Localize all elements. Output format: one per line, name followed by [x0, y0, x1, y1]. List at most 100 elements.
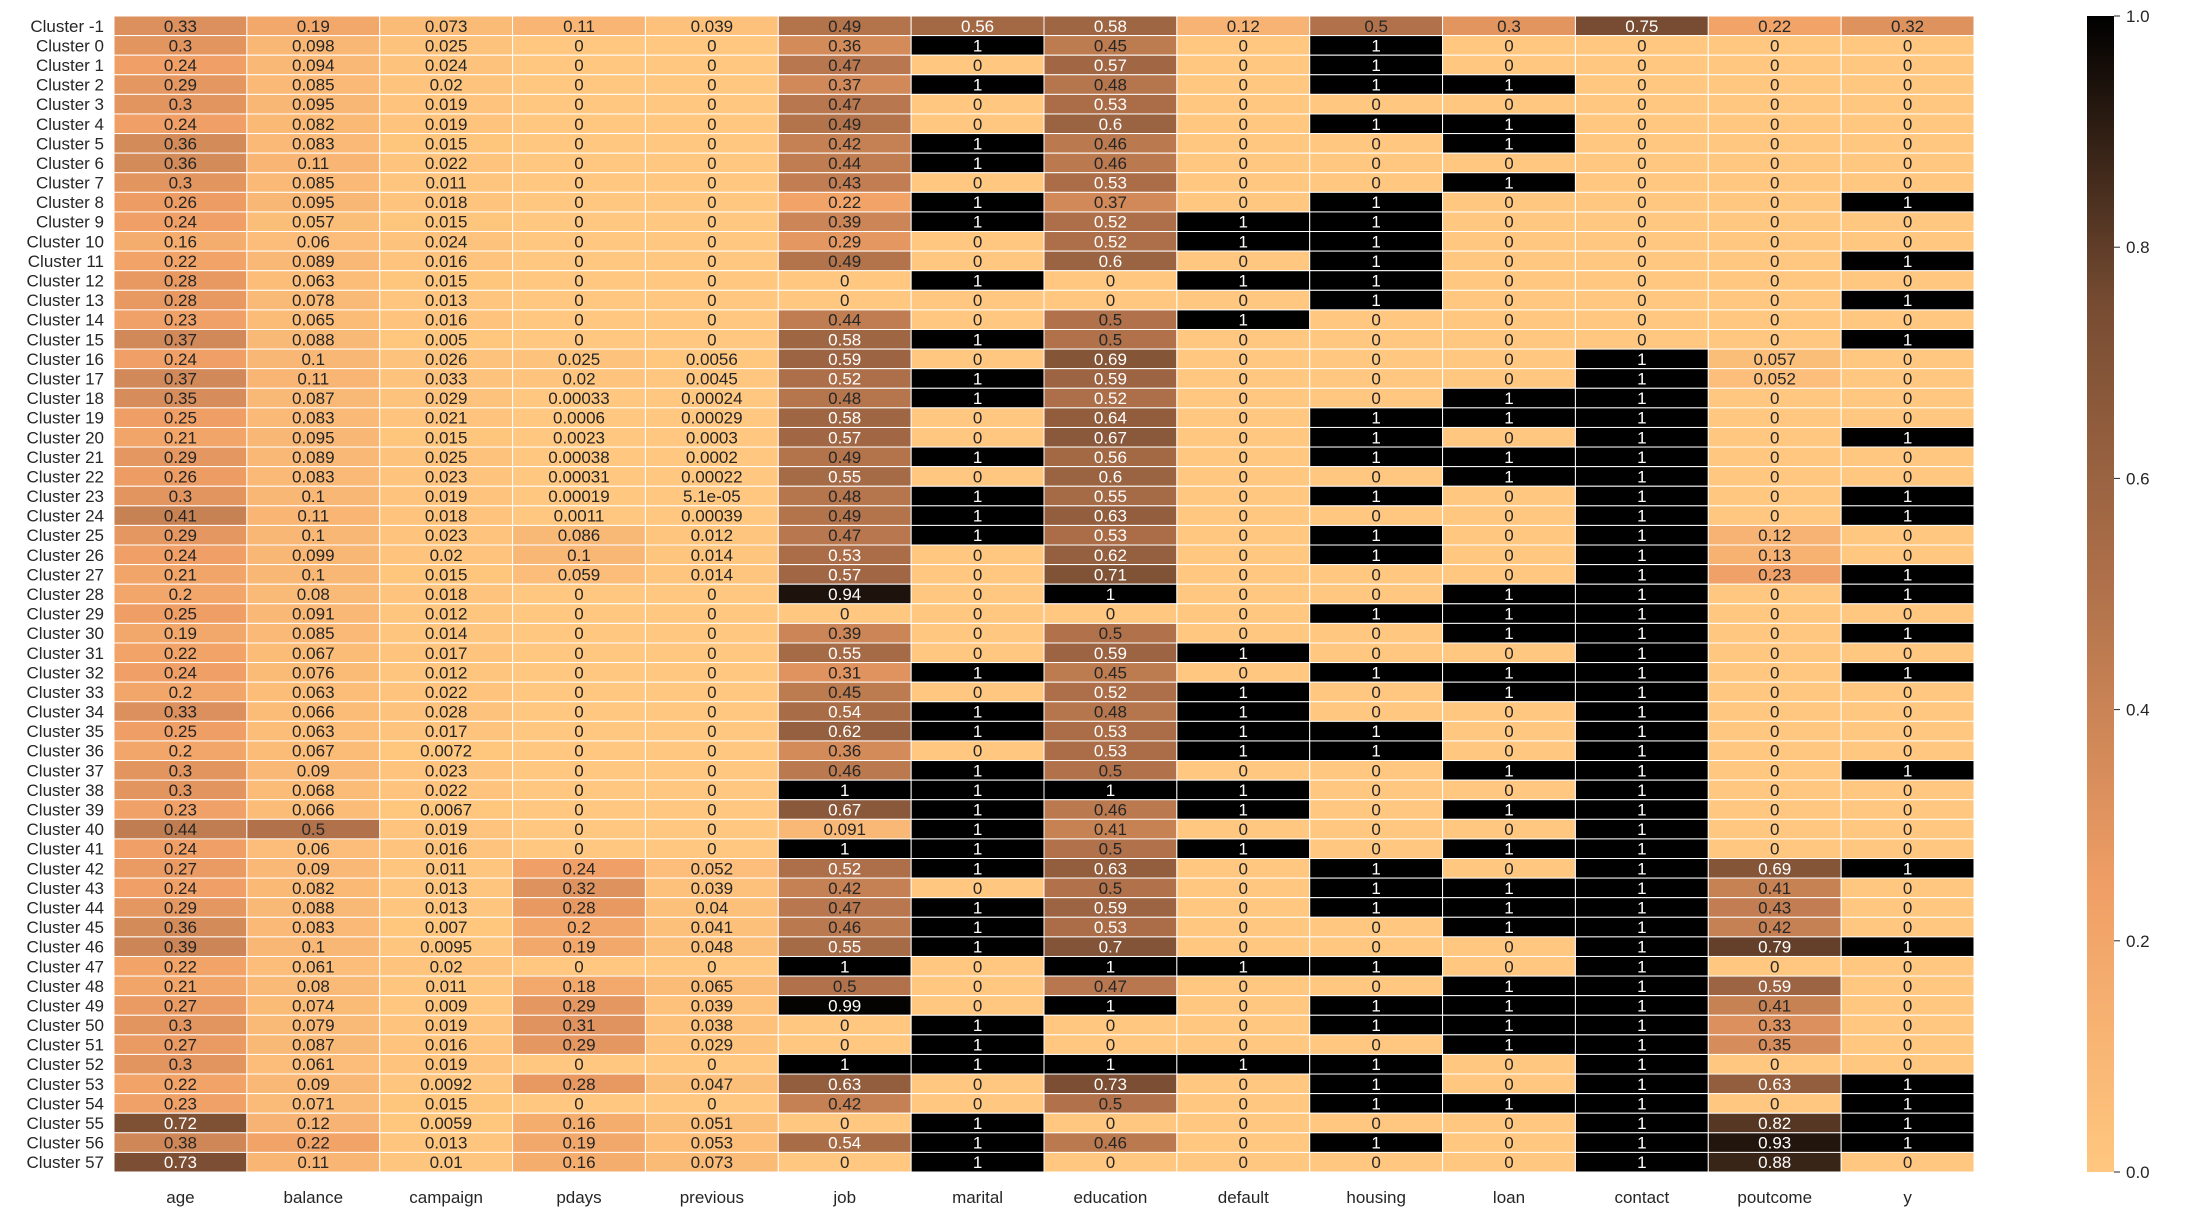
heatmap-cell-label: 0: [1770, 115, 1779, 134]
heatmap-cell-label: 0.057: [1753, 350, 1796, 369]
heatmap-cell-label: 0.018: [425, 585, 468, 604]
heatmap-cell-label: 0.087: [292, 1036, 335, 1055]
heatmap-cell-label: 0: [1504, 232, 1513, 251]
heatmap-cell-label: 1: [1637, 409, 1646, 428]
heatmap-cell-label: 0: [707, 761, 716, 780]
heatmap-cell-label: 0: [1903, 1036, 1912, 1055]
heatmap-cell-label: 0: [1637, 272, 1646, 291]
heatmap-cell-label: 0: [1903, 409, 1912, 428]
heatmap-cell-label: 0: [574, 624, 583, 643]
heatmap-cell-label: 0.087: [292, 389, 335, 408]
heatmap-cell-label: 0.5: [1099, 624, 1123, 643]
heatmap-cell-label: 0: [973, 1075, 982, 1094]
heatmap-cell-label: 0.36: [164, 154, 197, 173]
heatmap-cell-label: 0: [1903, 154, 1912, 173]
row-tick-label: Cluster -1: [30, 17, 104, 36]
heatmap-cell-label: 1: [840, 1055, 849, 1074]
heatmap-cell-label: 1: [973, 448, 982, 467]
heatmap-cell-label: 1: [1371, 722, 1380, 741]
heatmap-cell-label: 1: [1903, 565, 1912, 584]
heatmap-cell-label: 1: [1903, 663, 1912, 682]
heatmap-cell-label: 0.016: [425, 1036, 468, 1055]
heatmap-cell-label: 1: [1637, 801, 1646, 820]
heatmap-cell-label: 0.73: [164, 1153, 197, 1172]
heatmap-cell-label: 1: [1371, 193, 1380, 212]
heatmap-cell-label: 0.3: [1497, 17, 1521, 36]
heatmap-cell-label: 0: [574, 95, 583, 114]
heatmap-cell-label: 1: [1504, 115, 1513, 134]
row-tick-label: Cluster 41: [27, 840, 104, 859]
heatmap-cell-label: 1: [1903, 1114, 1912, 1133]
heatmap-cell-label: 0.00029: [681, 409, 742, 428]
heatmap-cell-label: 0: [707, 76, 716, 95]
heatmap-cell-label: 0.42: [828, 1094, 861, 1113]
heatmap-cell-label: 0: [1504, 330, 1513, 349]
heatmap-cell-label: 0.021: [425, 409, 468, 428]
heatmap-cell-label: 0.08: [297, 585, 330, 604]
heatmap-cell-label: 0: [1903, 957, 1912, 976]
heatmap-cell-label: 0: [1239, 36, 1248, 55]
heatmap-cell-label: 0: [1239, 95, 1248, 114]
row-tick-label: Cluster 26: [27, 546, 104, 565]
heatmap-cell-label: 0: [1239, 879, 1248, 898]
heatmap-cell-label: 0: [707, 330, 716, 349]
heatmap-cell-label: 0.59: [1094, 369, 1127, 388]
heatmap-cell-label: 0: [973, 605, 982, 624]
heatmap-cell-label: 1: [973, 369, 982, 388]
heatmap-cell-label: 0: [1239, 546, 1248, 565]
heatmap-cell-label: 0: [1504, 1055, 1513, 1074]
heatmap-cell-label: 0.54: [828, 1134, 861, 1153]
heatmap-cell-label: 0.2: [169, 585, 193, 604]
heatmap-cell-label: 0.063: [292, 683, 335, 702]
heatmap-cell-label: 0.1: [301, 526, 325, 545]
heatmap-cell-label: 0: [574, 683, 583, 702]
heatmap-cell-label: 0: [707, 252, 716, 271]
heatmap-cell-label: 0: [1371, 467, 1380, 486]
heatmap-cell-label: 0: [1504, 428, 1513, 447]
heatmap-cell-label: 0: [1770, 154, 1779, 173]
heatmap-cell-label: 0: [1637, 95, 1646, 114]
heatmap-cell-label: 1: [1371, 957, 1380, 976]
heatmap-cell-label: 0: [1637, 36, 1646, 55]
row-tick-label: Cluster 35: [27, 722, 104, 741]
heatmap-cell-label: 0: [1239, 605, 1248, 624]
heatmap-cell-label: 0.065: [691, 977, 734, 996]
heatmap-cell-label: 0.23: [164, 1094, 197, 1113]
heatmap-cell-label: 0.083: [292, 409, 335, 428]
heatmap-cell-label: 0.43: [828, 174, 861, 193]
heatmap-cell-label: 1: [973, 938, 982, 957]
column-tick-label: poutcome: [1737, 1188, 1812, 1207]
heatmap-cell-label: 0.089: [292, 448, 335, 467]
heatmap-cell-label: 0: [707, 1094, 716, 1113]
heatmap-cell-label: 0.67: [828, 801, 861, 820]
heatmap-cell-label: 0.02: [562, 369, 595, 388]
heatmap-cell-label: 0.19: [297, 17, 330, 36]
heatmap-cell-label: 0.094: [292, 56, 335, 75]
heatmap-cell-label: 0: [1903, 76, 1912, 95]
heatmap-cell-label: 0: [1371, 154, 1380, 173]
heatmap-cell-label: 1: [973, 1114, 982, 1133]
heatmap-cell-label: 0.00022: [681, 467, 742, 486]
heatmap-cell-label: 1: [973, 761, 982, 780]
heatmap-cell-label: 0: [1504, 1134, 1513, 1153]
row-tick-label: Cluster 13: [27, 291, 104, 310]
heatmap-cell-label: 0: [1239, 389, 1248, 408]
heatmap-cell-label: 0.57: [828, 565, 861, 584]
heatmap-cell-label: 0: [1239, 487, 1248, 506]
heatmap-cell-label: 0.46: [828, 918, 861, 937]
heatmap-cell-label: 1: [1239, 801, 1248, 820]
heatmap-cell-label: 1: [1504, 1036, 1513, 1055]
heatmap-cell-label: 0.039: [691, 996, 734, 1015]
heatmap-cell-label: 0.1: [301, 350, 325, 369]
heatmap-cell-label: 0.5: [833, 977, 857, 996]
heatmap-cell-label: 0.37: [164, 330, 197, 349]
heatmap-cell-label: 0: [1504, 487, 1513, 506]
heatmap-cell-label: 1: [1637, 879, 1646, 898]
heatmap-cell-label: 0.019: [425, 487, 468, 506]
heatmap-cell-label: 0.074: [292, 996, 335, 1015]
heatmap-cell-label: 0.5: [1099, 1094, 1123, 1113]
heatmap-cell-label: 1: [1504, 898, 1513, 917]
heatmap-cell-label: 1: [973, 330, 982, 349]
heatmap-cell-label: 0.24: [164, 879, 197, 898]
heatmap-cell-label: 0.11: [297, 154, 329, 173]
